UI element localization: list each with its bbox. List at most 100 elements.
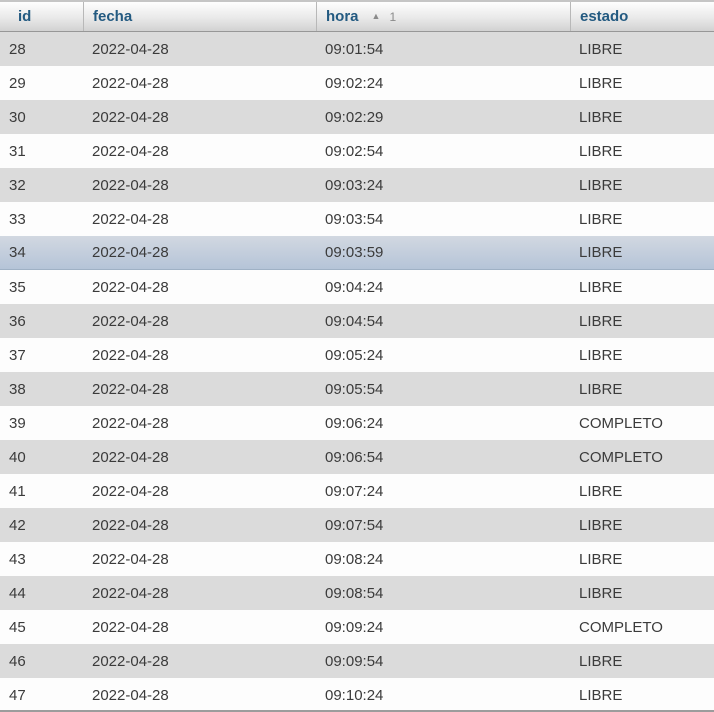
cell-fecha: 2022-04-28 <box>92 312 169 330</box>
cell-hora: 09:08:24 <box>325 550 384 568</box>
cell-fecha: 2022-04-28 <box>92 108 169 126</box>
cell-hora: 09:06:54 <box>325 448 384 466</box>
cell-id: 30 <box>9 108 26 126</box>
cell-fecha: 2022-04-28 <box>92 346 169 364</box>
cell-id: 36 <box>9 312 26 330</box>
cell-id: 45 <box>9 618 26 636</box>
column-label-hora: hora <box>326 8 359 25</box>
column-header-estado[interactable]: estado <box>570 2 714 31</box>
cell-estado: LIBRE <box>579 244 623 261</box>
cell-id: 47 <box>9 686 26 704</box>
cell-id: 42 <box>9 516 26 534</box>
cell-fecha: 2022-04-28 <box>92 210 169 228</box>
table-row[interactable]: 44 2022-04-28 09:08:54 LIBRE <box>0 576 714 610</box>
cell-hora: 09:05:54 <box>325 380 384 398</box>
cell-hora: 09:08:54 <box>325 584 384 602</box>
cell-id: 35 <box>9 278 26 296</box>
table-row[interactable]: 40 2022-04-28 09:06:54 COMPLETO <box>0 440 714 474</box>
cell-fecha: 2022-04-28 <box>92 380 169 398</box>
cell-estado: LIBRE <box>579 550 623 568</box>
cell-estado: LIBRE <box>579 108 623 126</box>
cell-hora: 09:10:24 <box>325 686 384 704</box>
cell-fecha: 2022-04-28 <box>92 550 169 568</box>
table-row[interactable]: 31 2022-04-28 09:02:54 LIBRE <box>0 134 714 168</box>
cell-estado: LIBRE <box>579 516 623 534</box>
cell-estado: LIBRE <box>579 278 623 296</box>
cell-fecha: 2022-04-28 <box>92 516 169 534</box>
cell-id: 43 <box>9 550 26 568</box>
table-row[interactable]: 41 2022-04-28 09:07:24 LIBRE <box>0 474 714 508</box>
cell-id: 34 <box>9 244 26 261</box>
column-header-fecha[interactable]: fecha <box>83 2 316 31</box>
table-row[interactable]: 36 2022-04-28 09:04:54 LIBRE <box>0 304 714 338</box>
cell-id: 29 <box>9 74 26 92</box>
cell-id: 31 <box>9 142 26 160</box>
cell-estado: LIBRE <box>579 74 623 92</box>
cell-hora: 09:07:24 <box>325 482 384 500</box>
table-header-row: id fecha hora ▲ 1 estado <box>0 0 714 32</box>
table-row[interactable]: 37 2022-04-28 09:05:24 LIBRE <box>0 338 714 372</box>
cell-hora: 09:03:54 <box>325 210 384 228</box>
cell-hora: 09:04:24 <box>325 278 384 296</box>
cell-fecha: 2022-04-28 <box>92 414 169 432</box>
cell-estado: LIBRE <box>579 346 623 364</box>
table-row[interactable]: 35 2022-04-28 09:04:24 LIBRE <box>0 270 714 304</box>
cell-fecha: 2022-04-28 <box>92 142 169 160</box>
cell-hora: 09:09:24 <box>325 618 384 636</box>
table-row[interactable]: 45 2022-04-28 09:09:24 COMPLETO <box>0 610 714 644</box>
cell-hora: 09:02:24 <box>325 74 384 92</box>
table-row[interactable]: 47 2022-04-28 09:10:24 LIBRE <box>0 678 714 712</box>
cell-estado: LIBRE <box>579 380 623 398</box>
table-row[interactable]: 43 2022-04-28 09:08:24 LIBRE <box>0 542 714 576</box>
cell-hora: 09:02:29 <box>325 108 384 126</box>
cell-fecha: 2022-04-28 <box>92 584 169 602</box>
cell-hora: 09:05:24 <box>325 346 384 364</box>
cell-id: 44 <box>9 584 26 602</box>
cell-estado: COMPLETO <box>579 448 663 466</box>
table-row-selected[interactable]: 34 2022-04-28 09:03:59 LIBRE <box>0 236 714 270</box>
table-row[interactable]: 33 2022-04-28 09:03:54 LIBRE <box>0 202 714 236</box>
table-row[interactable]: 29 2022-04-28 09:02:24 LIBRE <box>0 66 714 100</box>
table-row[interactable]: 39 2022-04-28 09:06:24 COMPLETO <box>0 406 714 440</box>
cell-id: 41 <box>9 482 26 500</box>
table-row[interactable]: 46 2022-04-28 09:09:54 LIBRE <box>0 644 714 678</box>
cell-hora: 09:03:59 <box>325 244 384 261</box>
cell-estado: LIBRE <box>579 142 623 160</box>
cell-estado: COMPLETO <box>579 618 663 636</box>
cell-fecha: 2022-04-28 <box>92 618 169 636</box>
cell-estado: COMPLETO <box>579 414 663 432</box>
cell-fecha: 2022-04-28 <box>92 482 169 500</box>
cell-hora: 09:09:54 <box>325 652 384 670</box>
cell-id: 46 <box>9 652 26 670</box>
cell-id: 33 <box>9 210 26 228</box>
table-row[interactable]: 32 2022-04-28 09:03:24 LIBRE <box>0 168 714 202</box>
column-header-hora[interactable]: hora ▲ 1 <box>316 2 570 31</box>
cell-fecha: 2022-04-28 <box>92 448 169 466</box>
cell-estado: LIBRE <box>579 210 623 228</box>
cell-id: 39 <box>9 414 26 432</box>
cell-id: 37 <box>9 346 26 364</box>
cell-hora: 09:02:54 <box>325 142 384 160</box>
cell-hora: 09:04:54 <box>325 312 384 330</box>
table-row[interactable]: 30 2022-04-28 09:02:29 LIBRE <box>0 100 714 134</box>
cell-id: 38 <box>9 380 26 398</box>
table-row[interactable]: 42 2022-04-28 09:07:54 LIBRE <box>0 508 714 542</box>
cell-fecha: 2022-04-28 <box>92 278 169 296</box>
cell-estado: LIBRE <box>579 652 623 670</box>
cell-fecha: 2022-04-28 <box>92 74 169 92</box>
cell-estado: LIBRE <box>579 40 623 58</box>
cell-fecha: 2022-04-28 <box>92 652 169 670</box>
table-row[interactable]: 28 2022-04-28 09:01:54 LIBRE <box>0 32 714 66</box>
cell-id: 40 <box>9 448 26 466</box>
cell-fecha: 2022-04-28 <box>92 244 169 261</box>
cell-fecha: 2022-04-28 <box>92 40 169 58</box>
cell-estado: LIBRE <box>579 686 623 704</box>
column-label-id: id <box>18 8 32 25</box>
cell-estado: LIBRE <box>579 584 623 602</box>
cell-id: 32 <box>9 176 26 194</box>
cell-hora: 09:07:54 <box>325 516 384 534</box>
table-row[interactable]: 38 2022-04-28 09:05:54 LIBRE <box>0 372 714 406</box>
sort-order-badge: 1 <box>389 9 397 24</box>
cell-hora: 09:01:54 <box>325 40 384 58</box>
column-header-id[interactable]: id <box>0 2 83 31</box>
